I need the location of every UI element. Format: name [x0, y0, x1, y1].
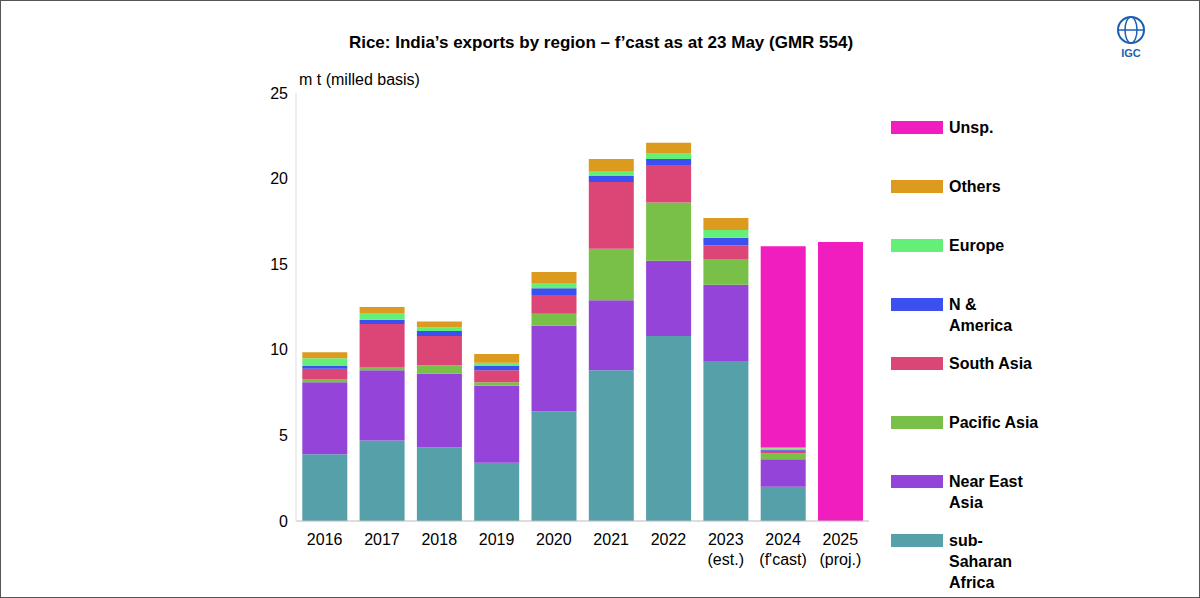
- svg-text:2022: 2022: [651, 531, 687, 548]
- svg-text:2018: 2018: [421, 531, 457, 548]
- svg-text:2023(est.): 2023(est.): [708, 531, 744, 568]
- html-text:N & America: N & America: [949, 296, 1013, 334]
- svg-text:5: 5: [279, 427, 288, 444]
- svg-text:2017: 2017: [364, 531, 400, 548]
- html-text:Europe: Europe: [949, 237, 1005, 254]
- html-text:Unsp.: Unsp.: [949, 119, 994, 136]
- html-text:sub-Saharan Africa: sub-Saharan Africa: [949, 532, 1013, 591]
- svg-text:2025(proj.): 2025(proj.): [819, 531, 861, 568]
- html-text:Rice: India’s exports by regio: Rice: India’s exports by region – f’cast…: [348, 33, 854, 52]
- html-text:Others: Others: [949, 178, 1001, 195]
- html-text:Near East Asia: Near East Asia: [949, 473, 1023, 511]
- svg-text:20: 20: [270, 170, 288, 187]
- html-text:Pacific Asia: Pacific Asia: [949, 414, 1039, 431]
- svg-text:15: 15: [270, 256, 288, 273]
- html-text:IGC: IGC: [1121, 47, 1141, 59]
- html-text:South Asia: South Asia: [949, 355, 1032, 372]
- svg-text:2021: 2021: [593, 531, 629, 548]
- html-text:m t (milled basis): m t (milled basis): [299, 71, 420, 88]
- svg-text:2019: 2019: [479, 531, 515, 548]
- svg-text:10: 10: [270, 341, 288, 358]
- svg-text:2016: 2016: [307, 531, 343, 548]
- svg-text:25: 25: [270, 85, 288, 102]
- svg-text:2020: 2020: [536, 531, 572, 548]
- svg-text:2024(f'cast): 2024(f'cast): [759, 531, 807, 568]
- svg-text:0: 0: [279, 513, 288, 530]
